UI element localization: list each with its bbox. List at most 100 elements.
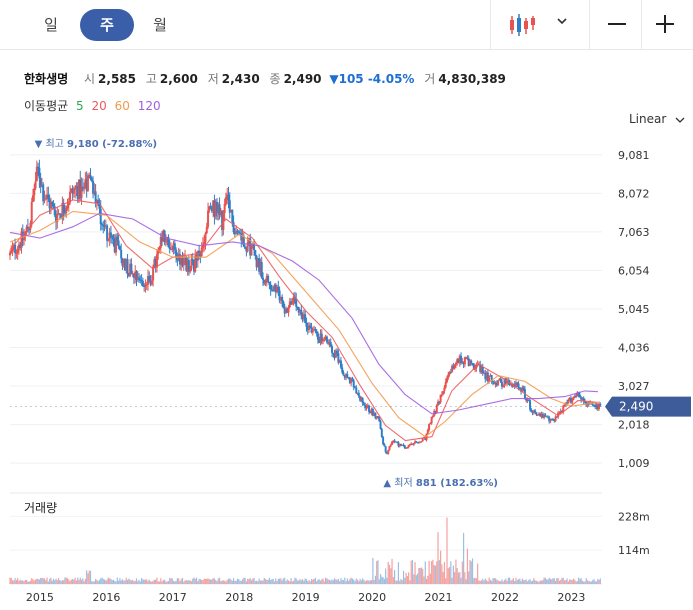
moving-average-legend[interactable]: 이동평균 5 20 60 120	[24, 97, 165, 114]
volume-bar	[217, 578, 219, 584]
candle-body	[129, 263, 132, 276]
volume-bar	[229, 578, 231, 584]
volume-bar	[548, 577, 550, 584]
volume-bar	[438, 560, 440, 584]
volume-bar	[396, 580, 398, 584]
candle-body	[140, 279, 143, 281]
volume-bar	[50, 577, 52, 584]
price-tick-label: 8,072	[618, 187, 650, 200]
candle-body	[112, 237, 115, 240]
candle-body	[30, 201, 33, 223]
volume-bar	[318, 579, 320, 584]
candle-body	[334, 350, 337, 358]
period-tab-month[interactable]: 월	[153, 16, 167, 34]
scale-mode-select[interactable]: Linear	[629, 112, 667, 126]
price-tick-label: 9,081	[618, 149, 650, 162]
volume-bar	[376, 561, 378, 584]
candle-body	[192, 261, 195, 272]
candle-body	[356, 392, 359, 394]
candle-body	[226, 194, 229, 198]
volume-bar	[28, 581, 30, 584]
candle-body	[435, 405, 438, 413]
volume-bar	[294, 577, 296, 584]
volume-bar	[98, 579, 101, 584]
volume-bar	[544, 577, 546, 584]
last-price-badge	[605, 396, 691, 417]
volume-bar	[185, 580, 187, 584]
volume-bar	[195, 577, 198, 584]
ma-120-line	[9, 212, 599, 415]
volume-bar	[174, 581, 176, 584]
candle-body	[483, 372, 486, 374]
candle-body	[71, 188, 74, 194]
volume-bar	[245, 581, 247, 584]
volume-bar	[208, 579, 210, 584]
volume-bar	[570, 579, 572, 584]
candle-body	[434, 411, 437, 413]
candle-body	[130, 263, 133, 275]
candle-body	[113, 239, 116, 253]
last-price-tag: 2,490	[10, 396, 691, 417]
candle-body	[35, 166, 38, 182]
candle-body	[438, 401, 441, 403]
volume-bar	[581, 580, 584, 584]
volume-bar	[285, 581, 287, 584]
volume-bar	[483, 580, 485, 584]
volume-bar	[387, 561, 389, 584]
volume-bar	[456, 568, 458, 584]
candle-body	[585, 401, 588, 406]
volume-bar	[77, 577, 79, 584]
volume-bar	[390, 568, 392, 584]
volume-bar	[370, 580, 373, 584]
candle-body	[550, 419, 553, 421]
candle-body	[77, 179, 80, 200]
candle-body	[302, 314, 305, 320]
candle-body	[85, 179, 88, 191]
candle-body	[153, 259, 156, 267]
candle-body	[19, 244, 22, 248]
volume-bar	[383, 578, 385, 584]
volume-bar	[202, 579, 204, 584]
candle-body	[562, 405, 565, 412]
volume-bar	[293, 580, 295, 584]
candle-body	[481, 367, 484, 374]
candle-body	[98, 203, 101, 209]
volume-bar	[427, 575, 429, 584]
volume-bar	[388, 564, 391, 584]
candle-body	[102, 224, 105, 226]
candle-body	[315, 331, 318, 334]
period-tab-week[interactable]: 주	[80, 9, 134, 41]
volume-bar	[561, 577, 563, 584]
volume-bar	[523, 580, 525, 584]
close-value: 2,490	[283, 72, 322, 86]
volume-bar	[350, 577, 352, 584]
volume-bar	[549, 578, 552, 584]
volume-bar	[194, 578, 196, 584]
candle-body	[388, 446, 391, 451]
candle-body	[277, 286, 280, 291]
volume-bar	[280, 578, 282, 584]
volume-bar	[393, 569, 396, 584]
candlestick-icon[interactable]	[508, 12, 538, 38]
chevron-down-icon[interactable]	[555, 14, 569, 28]
volume-bar	[275, 578, 277, 584]
scale-mode-chevron-icon[interactable]	[675, 116, 685, 124]
period-tab-day[interactable]: 일	[44, 16, 58, 34]
ma-60-label: 60	[114, 99, 130, 113]
minus-icon[interactable]	[608, 23, 626, 25]
volume-bar	[225, 581, 227, 584]
volume-bar	[197, 581, 199, 584]
candle-body	[231, 209, 234, 223]
candle-body	[176, 256, 179, 261]
volume-bar	[206, 578, 208, 584]
volume-bar	[59, 580, 61, 584]
volume-bar	[64, 577, 66, 584]
volume-bar	[423, 576, 425, 584]
candle-body	[49, 201, 52, 209]
volume-bar	[562, 577, 564, 584]
candle-body	[500, 381, 503, 387]
candle-body	[100, 224, 103, 226]
volume-bar	[290, 577, 292, 584]
candle-body	[195, 255, 198, 261]
